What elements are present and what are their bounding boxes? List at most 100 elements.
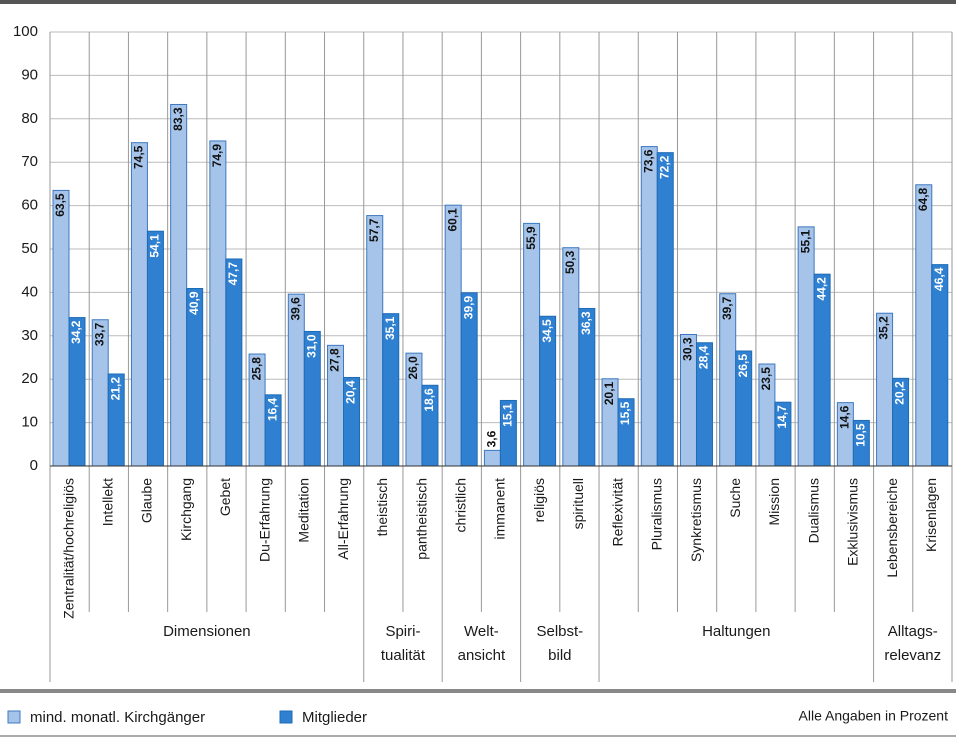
value-label: 34,5 [540, 319, 554, 343]
group-label: Dimensionen [163, 623, 251, 640]
group-label: Alltags- [888, 623, 938, 640]
value-label: 46,4 [932, 267, 946, 291]
y-tick-label: 40 [21, 283, 38, 300]
x-tick-label: Intellekt [100, 478, 116, 526]
value-label: 39,6 [288, 297, 302, 321]
value-label: 26,5 [736, 354, 750, 378]
legend-swatch [279, 710, 293, 724]
value-label: 33,7 [92, 322, 106, 346]
value-label: 64,8 [916, 187, 930, 211]
value-label: 39,7 [720, 296, 734, 320]
y-tick-label: 10 [21, 414, 38, 431]
y-tick-label: 20 [21, 370, 38, 387]
x-tick-label: Meditation [296, 478, 312, 543]
x-tick-label: Krisenlagen [923, 478, 939, 552]
legend-swatch [7, 710, 21, 724]
group-label: bild [548, 647, 571, 664]
x-tick-label: christlich [452, 478, 468, 532]
x-tick-label: Exklusivismus [845, 478, 861, 566]
x-tick-label: theistisch [374, 478, 390, 536]
value-label: 20,1 [602, 381, 616, 405]
x-tick-label: Mission [766, 478, 782, 525]
bar [170, 103, 188, 467]
value-label: 15,1 [501, 403, 515, 427]
x-tick-label: Glaube [139, 478, 155, 523]
value-label: 14,6 [838, 405, 852, 429]
value-label: 26,0 [406, 356, 420, 380]
x-tick-label: immanent [492, 478, 508, 540]
group-label: Spiri- [385, 623, 420, 640]
value-label: 20,4 [344, 380, 358, 404]
legend-label: mind. monatl. Kirchgänger [30, 709, 205, 726]
value-label: 72,2 [657, 155, 671, 179]
x-tick-label: Suche [727, 478, 743, 518]
y-tick-label: 0 [30, 457, 38, 474]
legend-label: Mitglieder [302, 709, 367, 726]
x-tick-label: religiös [531, 478, 547, 522]
value-label: 83,3 [171, 107, 185, 131]
value-label: 28,4 [697, 345, 711, 369]
x-tick-label: Kirchgang [178, 478, 194, 541]
bar [366, 215, 384, 467]
group-label: ansicht [458, 647, 506, 664]
bar [797, 226, 815, 467]
x-tick-label: Lebensbereiche [884, 478, 900, 578]
group-label: Selbst- [536, 623, 583, 640]
x-tick-label: Dualismus [805, 478, 821, 543]
bar [52, 189, 70, 467]
value-label: 63,5 [53, 193, 67, 217]
value-label: 74,5 [132, 145, 146, 169]
value-label: 18,6 [422, 388, 436, 412]
value-label: 31,0 [304, 334, 318, 358]
group-label: tualität [381, 647, 426, 664]
value-label: 10,5 [854, 423, 868, 447]
bar [813, 273, 831, 467]
value-label: 15,5 [618, 401, 632, 425]
x-tick-label: Gebet [217, 478, 233, 516]
bar [209, 140, 227, 467]
x-tick-label: Synkretismus [688, 478, 704, 562]
value-label: 55,9 [524, 226, 538, 250]
group-label: Haltungen [702, 623, 770, 640]
y-tick-label: 50 [21, 240, 38, 257]
y-tick-label: 80 [21, 110, 38, 127]
bar [640, 146, 658, 467]
value-label: 35,1 [383, 316, 397, 340]
y-tick-label: 70 [21, 153, 38, 170]
value-label: 14,7 [775, 405, 789, 429]
bar [523, 222, 541, 467]
bar [444, 204, 462, 467]
x-tick-label: Zentralität/hochreligiös [60, 478, 76, 619]
value-label: 54,1 [148, 234, 162, 258]
y-tick-label: 30 [21, 327, 38, 344]
value-label: 34,2 [69, 320, 83, 344]
value-label: 39,9 [461, 296, 475, 320]
bar [562, 247, 580, 467]
value-label: 25,8 [249, 357, 263, 381]
value-label: 73,6 [641, 149, 655, 173]
x-tick-label: Du-Erfahrung [256, 478, 272, 562]
value-label: 57,7 [367, 218, 381, 242]
group-label: relevanz [884, 647, 941, 664]
x-tick-label: All-Erfahrung [335, 478, 351, 560]
value-label: 3,6 [485, 430, 499, 447]
value-label: 55,1 [798, 230, 812, 254]
group-label: Welt- [464, 623, 499, 640]
bar [225, 258, 243, 467]
bar [656, 152, 674, 467]
top-rule [0, 0, 956, 4]
bar [931, 264, 949, 467]
bar [915, 184, 933, 467]
x-tick-label: Pluralismus [649, 478, 665, 550]
x-tick-label: spirituell [570, 478, 586, 529]
bar [483, 449, 501, 467]
value-label: 23,5 [759, 367, 773, 391]
value-label: 27,8 [328, 348, 342, 372]
bottom-rule [0, 735, 956, 737]
value-label: 40,9 [187, 291, 201, 315]
value-label: 44,2 [814, 277, 828, 301]
value-label: 74,9 [210, 144, 224, 168]
note: Alle Angaben in Prozent [799, 708, 949, 724]
